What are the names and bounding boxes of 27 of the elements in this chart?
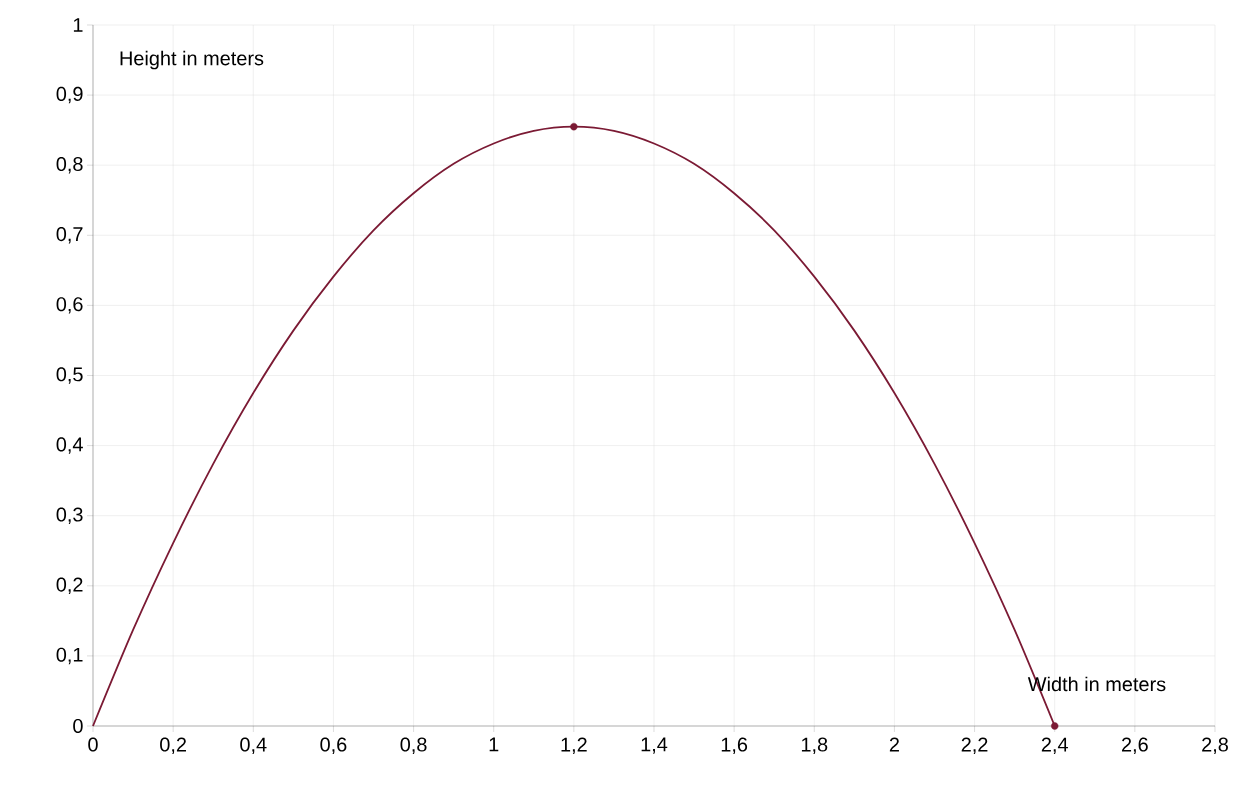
y-tick-label: 0,9	[56, 86, 83, 104]
x-tick-label: 0,2	[160, 737, 186, 754]
x-tick-label: 2	[889, 737, 899, 752]
y-tick-label: 0,3	[56, 507, 83, 524]
x-tick-label: 1,8	[801, 737, 828, 754]
y-tick-label: 0,7	[56, 227, 83, 244]
y-tick-label: 0,6	[56, 297, 83, 314]
y-tick-label: 0,1	[56, 647, 83, 665]
x-tick-label: 1,4	[641, 737, 668, 754]
x-tick-label: 1,6	[721, 737, 748, 754]
x-tick-label: 0,8	[400, 737, 427, 754]
x-tick-label: 2,6	[1121, 737, 1148, 754]
x-tick-label: 1	[489, 737, 499, 752]
y-tick-label: 0,5	[56, 367, 83, 384]
x-tick-label: 2,4	[1041, 737, 1068, 754]
y-tick-label: 0,2	[56, 577, 83, 595]
x-tick-label: 0,6	[320, 737, 347, 754]
x-tick-label: 1,2	[561, 737, 587, 754]
y-tick-label: 0,8	[56, 156, 83, 174]
y-tick-label: 1	[73, 18, 83, 32]
y-tick-label: 0,4	[56, 437, 83, 454]
y-axis-title: Height in meters	[120, 50, 264, 70]
x-tick-label: 0,4	[240, 737, 267, 754]
x-tick-label: 0	[88, 737, 98, 752]
y-tick-label: 0	[73, 718, 83, 734]
x-tick-label: 2,8	[1202, 737, 1228, 754]
x-tick-label: 2,2	[961, 737, 988, 754]
